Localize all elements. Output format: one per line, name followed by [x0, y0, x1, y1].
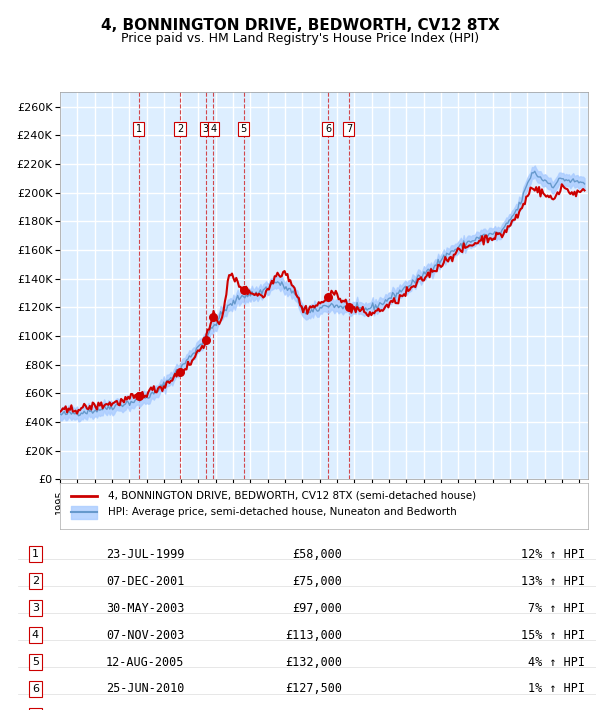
- Text: 15% ↑ HPI: 15% ↑ HPI: [521, 628, 585, 642]
- Text: 4: 4: [32, 630, 39, 640]
- Text: £58,000: £58,000: [292, 547, 342, 561]
- Text: £113,000: £113,000: [285, 628, 342, 642]
- Text: £132,000: £132,000: [285, 655, 342, 669]
- Text: 1: 1: [136, 124, 142, 134]
- Point: [323, 291, 333, 302]
- Text: 12% ↑ HPI: 12% ↑ HPI: [521, 547, 585, 561]
- Text: 5: 5: [32, 657, 39, 667]
- Text: 07-DEC-2001: 07-DEC-2001: [106, 574, 184, 588]
- Text: 6: 6: [32, 684, 39, 694]
- Point: [134, 391, 144, 402]
- Point: [344, 302, 354, 313]
- Point: [175, 366, 185, 378]
- Text: 3: 3: [32, 603, 39, 613]
- Text: HPI: Average price, semi-detached house, Nuneaton and Bedworth: HPI: Average price, semi-detached house,…: [107, 508, 456, 518]
- Text: 4% ↑ HPI: 4% ↑ HPI: [528, 655, 585, 669]
- Point: [201, 334, 211, 346]
- Text: 4, BONNINGTON DRIVE, BEDWORTH, CV12 8TX: 4, BONNINGTON DRIVE, BEDWORTH, CV12 8TX: [101, 18, 499, 33]
- Text: 1% ↑ HPI: 1% ↑ HPI: [528, 682, 585, 696]
- Text: 12-AUG-2005: 12-AUG-2005: [106, 655, 184, 669]
- Text: £97,000: £97,000: [292, 601, 342, 615]
- Text: 6: 6: [325, 124, 331, 134]
- Text: 5: 5: [241, 124, 247, 134]
- Text: 7% ↑ HPI: 7% ↑ HPI: [528, 601, 585, 615]
- Point: [239, 285, 248, 296]
- Text: 4, BONNINGTON DRIVE, BEDWORTH, CV12 8TX (semi-detached house): 4, BONNINGTON DRIVE, BEDWORTH, CV12 8TX …: [107, 491, 476, 501]
- Text: 07-NOV-2003: 07-NOV-2003: [106, 628, 184, 642]
- Text: 23-JUL-1999: 23-JUL-1999: [106, 547, 184, 561]
- Text: 25-JUN-2010: 25-JUN-2010: [106, 682, 184, 696]
- Text: 30-MAY-2003: 30-MAY-2003: [106, 601, 184, 615]
- Text: 3: 3: [203, 124, 209, 134]
- Text: 13% ↑ HPI: 13% ↑ HPI: [521, 574, 585, 588]
- Text: 4: 4: [210, 124, 216, 134]
- Text: 7: 7: [346, 124, 352, 134]
- Text: 1: 1: [32, 549, 39, 559]
- Point: [208, 312, 218, 323]
- Text: 2: 2: [32, 576, 39, 586]
- Text: 2: 2: [177, 124, 183, 134]
- Text: Price paid vs. HM Land Registry's House Price Index (HPI): Price paid vs. HM Land Registry's House …: [121, 32, 479, 45]
- Text: £127,500: £127,500: [285, 682, 342, 696]
- Text: £75,000: £75,000: [292, 574, 342, 588]
